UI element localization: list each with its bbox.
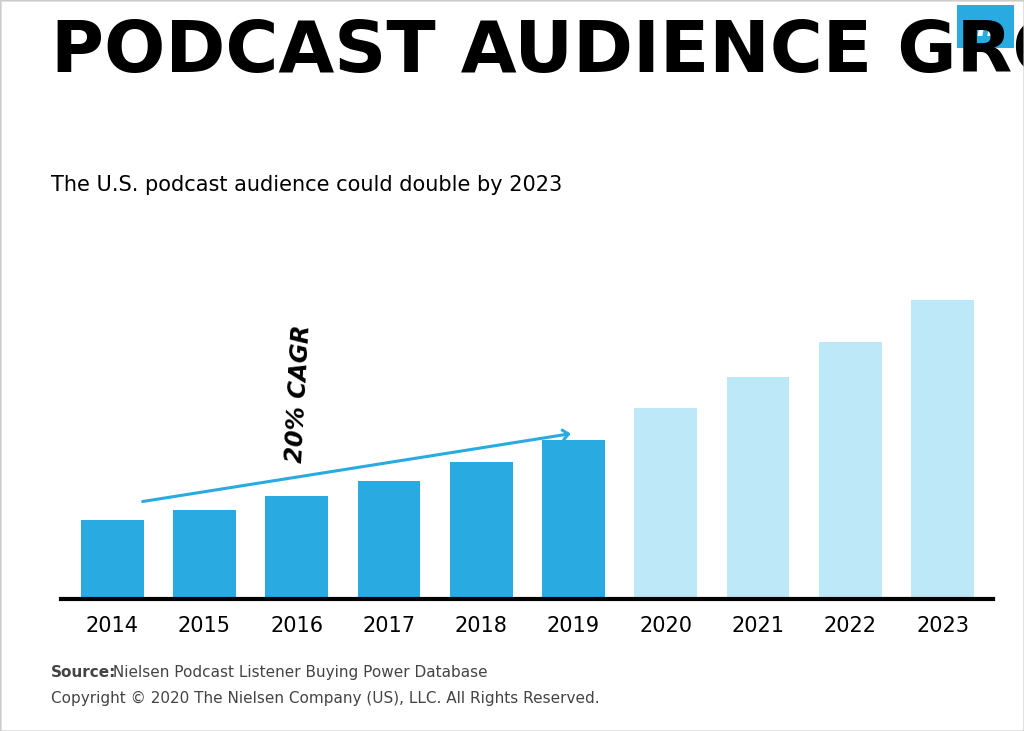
Bar: [81, 520, 143, 599]
Bar: [635, 408, 697, 599]
Bar: [819, 342, 882, 599]
Text: 20% CAGR: 20% CAGR: [283, 324, 314, 463]
Text: n: n: [976, 15, 995, 42]
Text: Copyright © 2020 The Nielsen Company (US), LLC. All Rights Reserved.: Copyright © 2020 The Nielsen Company (US…: [51, 691, 600, 706]
Bar: [173, 510, 236, 599]
Bar: [265, 496, 328, 599]
Text: Nielsen Podcast Listener Buying Power Database: Nielsen Podcast Listener Buying Power Da…: [108, 665, 487, 681]
Bar: [357, 481, 420, 599]
Text: The U.S. podcast audience could double by 2023: The U.S. podcast audience could double b…: [51, 175, 562, 195]
Bar: [542, 439, 605, 599]
Text: PODCAST AUDIENCE GROWTH RATE: PODCAST AUDIENCE GROWTH RATE: [51, 18, 1024, 87]
Bar: [727, 377, 790, 599]
Bar: [911, 300, 974, 599]
Text: Source:: Source:: [51, 665, 117, 681]
Bar: [450, 462, 513, 599]
